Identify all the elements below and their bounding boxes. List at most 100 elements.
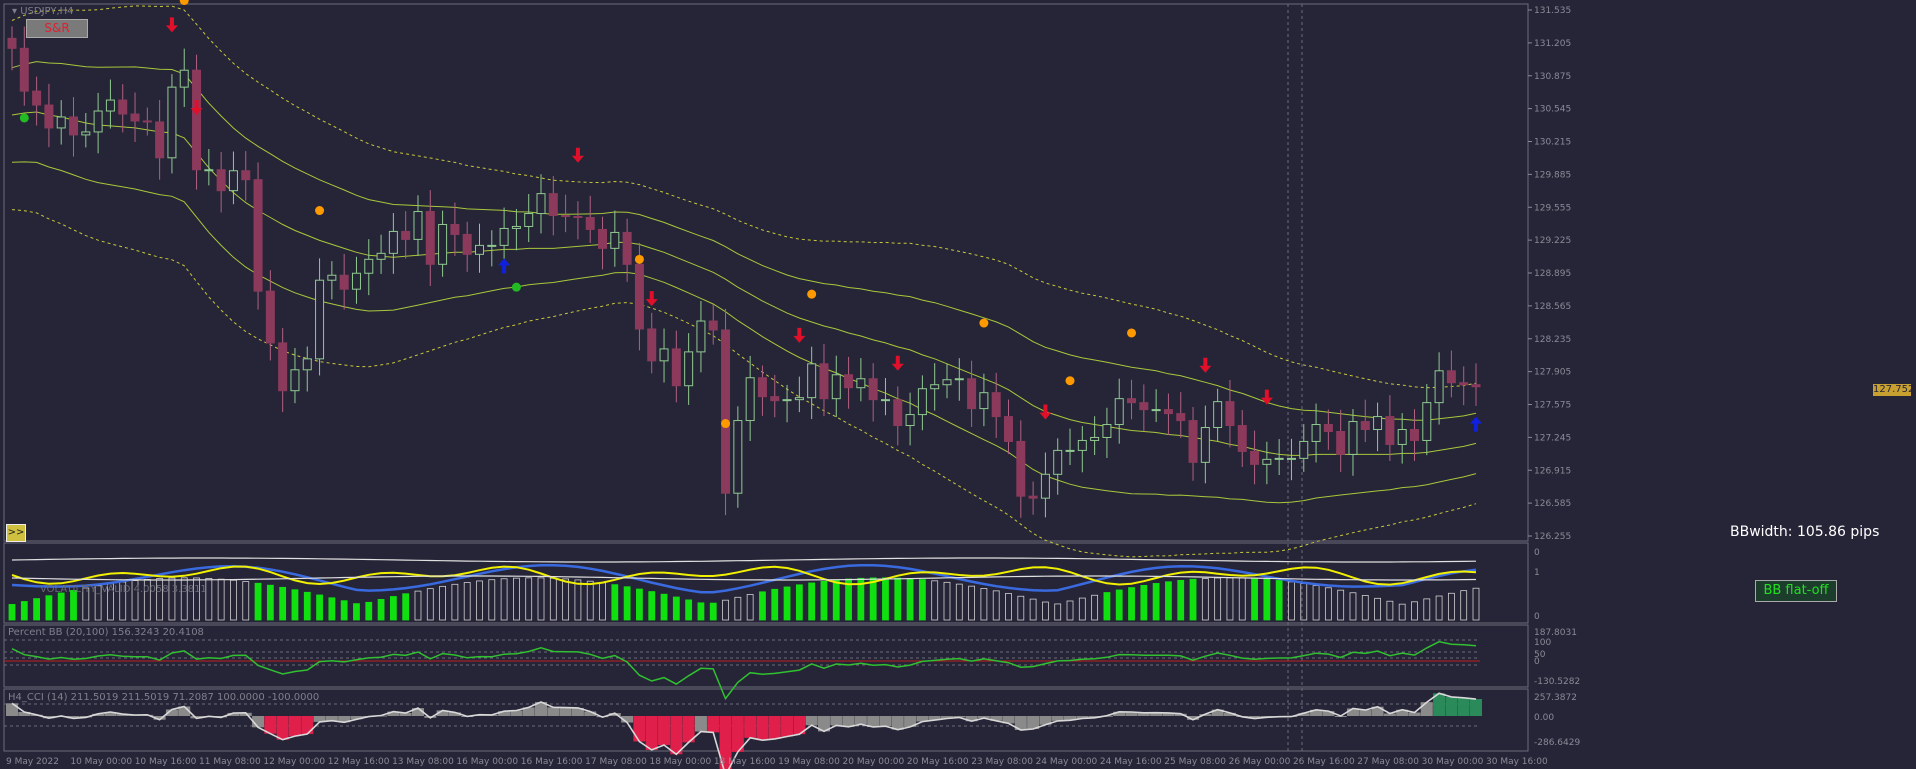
cci-line: [11, 692, 1477, 769]
candle: [81, 131, 91, 136]
volatility-bar: [1005, 593, 1012, 621]
x-tick-label: 16 May 00:00: [456, 757, 518, 767]
candle: [868, 378, 878, 401]
price-panel: [7, 0, 1482, 558]
candle: [1311, 424, 1321, 442]
y-tick-label: 130.545: [1534, 105, 1571, 115]
volatility-bar: [500, 578, 508, 621]
volatility-bar: [685, 599, 693, 621]
axes: 131.535 131.205 130.875 130.545 130.215 129.8…: [6, 6, 1580, 767]
volatility-bar: [906, 578, 914, 621]
volatility-bar: [1103, 592, 1111, 621]
down-arrow-icon: [1199, 357, 1212, 373]
candle: [979, 392, 989, 410]
signal-dot-green: [511, 282, 521, 292]
x-tick-label: 23 May 08:00: [971, 757, 1033, 767]
volatility-bar: [759, 591, 766, 621]
cci-bar: [608, 713, 621, 716]
cci-bar: [6, 703, 18, 716]
cci-bar: [854, 716, 867, 725]
candle: [69, 116, 79, 136]
cci-bar: [1187, 716, 1200, 720]
candle: [696, 320, 706, 353]
cci-bar: [817, 716, 830, 732]
volatility-bar: [1460, 590, 1468, 621]
x-tick-label: 20 May 00:00: [843, 757, 905, 767]
candle: [462, 233, 472, 255]
volatility-bar: [266, 584, 274, 621]
candle: [511, 225, 521, 229]
candle: [1336, 430, 1346, 455]
cci-bar: [239, 712, 252, 716]
candle: [807, 363, 817, 399]
cci-bar: [904, 716, 917, 727]
cci-bar: [645, 716, 658, 750]
x-tick-label: 10 May 16:00: [135, 757, 197, 767]
volatility-bar: [1029, 598, 1037, 621]
cci-bar: [18, 711, 31, 716]
indicator-tick-label: 50: [1534, 650, 1546, 660]
candle: [1077, 439, 1087, 451]
volatility-bar: [1337, 589, 1345, 621]
cci-bar: [768, 716, 781, 739]
cci-bar: [916, 716, 929, 722]
y-tick-label: 129.225: [1534, 236, 1571, 246]
cci-bar: [1359, 710, 1372, 716]
cci-bar: [190, 716, 203, 719]
y-tick-label: 130.875: [1534, 72, 1571, 82]
cci-bar: [387, 711, 400, 716]
indicator-tick-label: 0: [1534, 548, 1540, 558]
volatility-bar: [242, 581, 250, 621]
indicator-tick-label: 187.8031: [1534, 628, 1577, 638]
cci-bar: [1457, 697, 1470, 716]
cci-bar: [658, 716, 671, 746]
candle: [1237, 425, 1247, 452]
volatility-bar: [1165, 581, 1172, 621]
volatility-bar: [955, 583, 963, 621]
indicator-tick-label: 1: [1534, 568, 1540, 578]
volatility-bar: [45, 595, 53, 621]
y-tick-label: 127.575: [1534, 401, 1571, 411]
candle: [351, 272, 361, 290]
candle: [425, 211, 435, 265]
candle: [1028, 495, 1038, 499]
volatility-upper-white: [11, 557, 1477, 563]
candle: [782, 399, 792, 402]
x-tick-label: 30 May 00:00: [1422, 757, 1484, 767]
candle: [265, 290, 275, 344]
volatility-bar: [82, 587, 90, 621]
sr-button[interactable]: S&R: [26, 19, 88, 38]
volatility-bar: [426, 588, 434, 621]
cci-bar: [633, 716, 646, 742]
volatility-bar: [1091, 594, 1099, 621]
volatility-bar: [1386, 600, 1394, 621]
candle: [585, 217, 595, 230]
x-tick-label: 12 May 16:00: [328, 757, 390, 767]
volatility-bar: [648, 591, 656, 621]
cci-bar: [325, 716, 338, 721]
volatility-bar: [1423, 598, 1431, 621]
candle: [1213, 401, 1223, 429]
cci-bar: [116, 714, 129, 716]
y-tick-label: 126.585: [1534, 499, 1571, 509]
bb-flat-off-button[interactable]: BB flat-off: [1755, 580, 1837, 602]
expand-button[interactable]: >>: [6, 524, 26, 542]
candle: [32, 90, 42, 106]
cci-panel: [4, 692, 1482, 769]
symbol-title: ▾ USDJPY,H4: [12, 6, 74, 17]
candle: [1053, 449, 1063, 475]
cci-bar: [1039, 716, 1052, 725]
cci-bar: [1408, 712, 1421, 716]
volatility-bar: [33, 598, 41, 621]
candle: [105, 99, 115, 112]
candle: [179, 69, 189, 88]
volatility-bar: [574, 579, 582, 621]
cci-bar: [1064, 716, 1077, 721]
candle: [438, 223, 448, 265]
cci-bar: [510, 710, 523, 716]
cci-bar: [338, 716, 351, 723]
candle: [671, 348, 681, 387]
cci-bar: [264, 716, 277, 734]
candle: [327, 274, 337, 281]
